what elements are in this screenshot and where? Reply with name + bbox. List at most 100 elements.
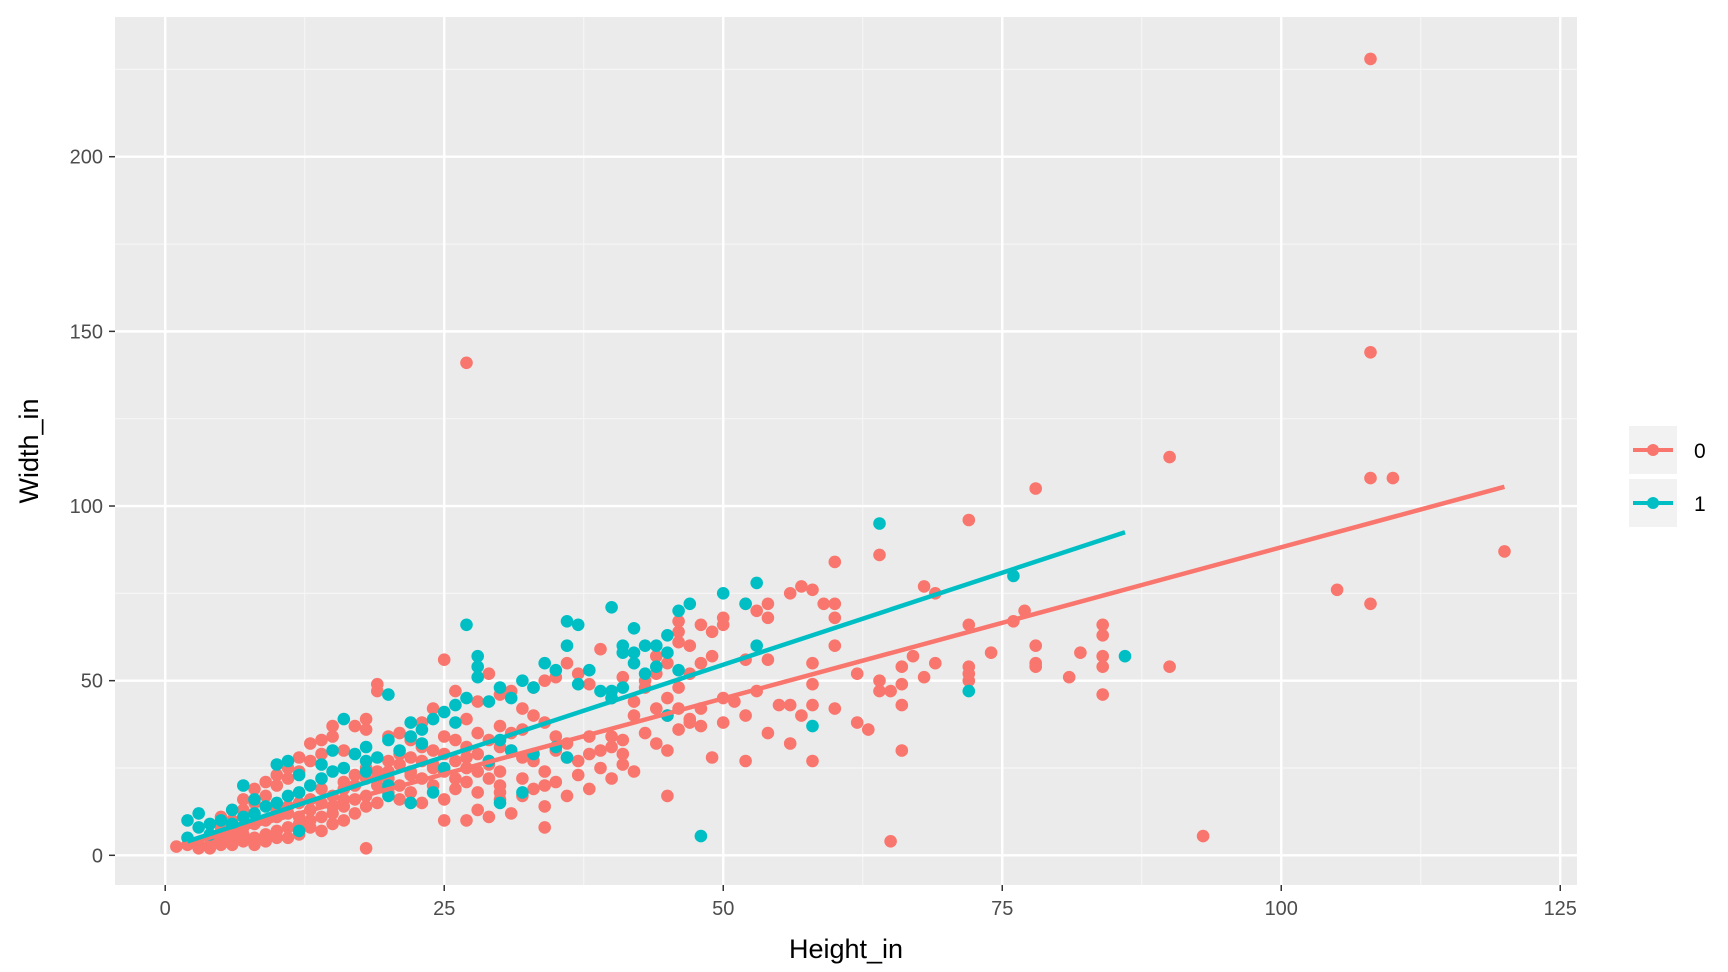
data-point-series-0 (1196, 829, 1210, 843)
data-point-series-1 (471, 660, 485, 673)
data-point-series-0 (817, 597, 830, 611)
data-point-series-1 (326, 744, 339, 757)
data-point-series-0 (371, 684, 384, 698)
data-point-series-1 (292, 824, 306, 838)
data-point-series-1 (426, 786, 440, 799)
data-point-series-0 (259, 789, 273, 803)
data-point-series-0 (203, 842, 217, 855)
data-point-series-0 (616, 670, 630, 684)
data-point-series-0 (516, 772, 529, 785)
data-point-series-1 (449, 716, 462, 729)
data-point-series-0 (1062, 670, 1076, 684)
data-point-series-0 (527, 709, 540, 722)
data-point-series-0 (783, 698, 797, 712)
data-point-series-1 (415, 723, 429, 736)
data-point-series-0 (259, 775, 273, 789)
data-point-series-0 (437, 793, 451, 806)
data-point-series-0 (616, 758, 630, 771)
data-point-series-1 (962, 684, 976, 698)
data-point-series-0 (281, 772, 295, 785)
data-point-series-0 (605, 730, 618, 743)
data-point-series-0 (705, 751, 719, 764)
data-point-series-0 (449, 684, 462, 698)
data-point-series-0 (315, 810, 328, 824)
data-point-series-1 (616, 681, 630, 694)
data-point-series-0 (482, 667, 496, 680)
data-point-series-0 (516, 702, 529, 715)
data-point-series-0 (326, 719, 339, 733)
data-point-series-0 (471, 765, 485, 778)
data-point-series-0 (304, 737, 317, 750)
data-point-series-0 (471, 786, 485, 799)
data-point-series-1 (1007, 569, 1020, 583)
data-point-series-1 (694, 829, 708, 843)
data-point-series-0 (237, 793, 250, 806)
data-point-series-0 (270, 768, 284, 782)
x-tick-label: 25 (433, 898, 455, 920)
data-point-series-0 (1096, 660, 1109, 673)
data-point-series-0 (493, 765, 507, 778)
data-point-series-0 (761, 653, 775, 666)
data-point-series-0 (426, 744, 440, 757)
data-point-series-1 (281, 789, 295, 803)
data-point-series-0 (1096, 618, 1109, 632)
legend-item-1: 1 (1629, 479, 1706, 527)
data-point-series-1 (315, 758, 328, 771)
axes: 0 25 50 75 100 125 0 50 100 150 200 (70, 147, 1577, 920)
data-point-series-0 (1498, 545, 1511, 558)
data-point-series-1 (449, 698, 462, 712)
legend-label-1: 1 (1694, 493, 1706, 516)
data-point-series-0 (359, 723, 373, 736)
x-tick-label: 125 (1544, 898, 1577, 920)
data-point-series-0 (482, 772, 496, 785)
data-point-series-0 (828, 702, 842, 715)
x-tick-label: 50 (712, 898, 734, 920)
data-point-series-0 (371, 765, 384, 778)
data-point-series-1 (661, 646, 674, 659)
data-point-series-0 (315, 824, 328, 838)
data-point-series-0 (426, 702, 440, 715)
data-point-series-0 (404, 786, 418, 799)
data-point-series-0 (873, 684, 886, 698)
data-point-series-0 (661, 656, 674, 670)
data-point-series-1 (225, 803, 239, 817)
data-point-series-0 (672, 615, 685, 628)
data-point-series-1 (214, 814, 228, 827)
data-point-series-0 (795, 709, 808, 722)
y-axis-title: Width_in (14, 398, 44, 503)
data-point-series-0 (482, 810, 496, 824)
data-point-series-1 (292, 786, 306, 799)
data-point-series-0 (192, 842, 205, 855)
data-point-series-0 (270, 779, 284, 792)
data-point-series-0 (661, 789, 674, 803)
data-point-series-1 (750, 639, 763, 652)
data-point-series-1 (616, 639, 630, 652)
data-point-series-0 (739, 709, 752, 722)
data-point-series-0 (393, 758, 406, 771)
data-point-series-1 (359, 765, 373, 778)
y-tick-label: 200 (70, 147, 103, 169)
data-point-series-0 (627, 709, 641, 722)
data-point-series-0 (449, 733, 462, 747)
data-point-series-1 (571, 618, 585, 632)
data-point-series-0 (214, 838, 228, 852)
data-point-series-1 (281, 754, 295, 768)
data-point-series-0 (917, 670, 931, 684)
data-point-series-1 (460, 618, 473, 632)
data-point-series-0 (929, 656, 942, 670)
data-point-series-0 (873, 548, 886, 562)
data-point-series-0 (471, 747, 485, 761)
data-point-series-0 (672, 635, 685, 649)
data-point-series-0 (449, 782, 462, 796)
trend-line-series-0 (175, 484, 1506, 849)
data-point-series-1 (382, 733, 395, 747)
data-point-series-0 (1364, 597, 1377, 611)
data-point-series-0 (460, 751, 473, 764)
data-point-series-0 (326, 730, 339, 743)
data-point-series-1 (404, 716, 418, 729)
data-point-series-1 (638, 639, 652, 652)
data-point-series-0 (270, 831, 284, 845)
data-point-series-1 (504, 691, 518, 705)
data-point-series-0 (605, 740, 618, 754)
